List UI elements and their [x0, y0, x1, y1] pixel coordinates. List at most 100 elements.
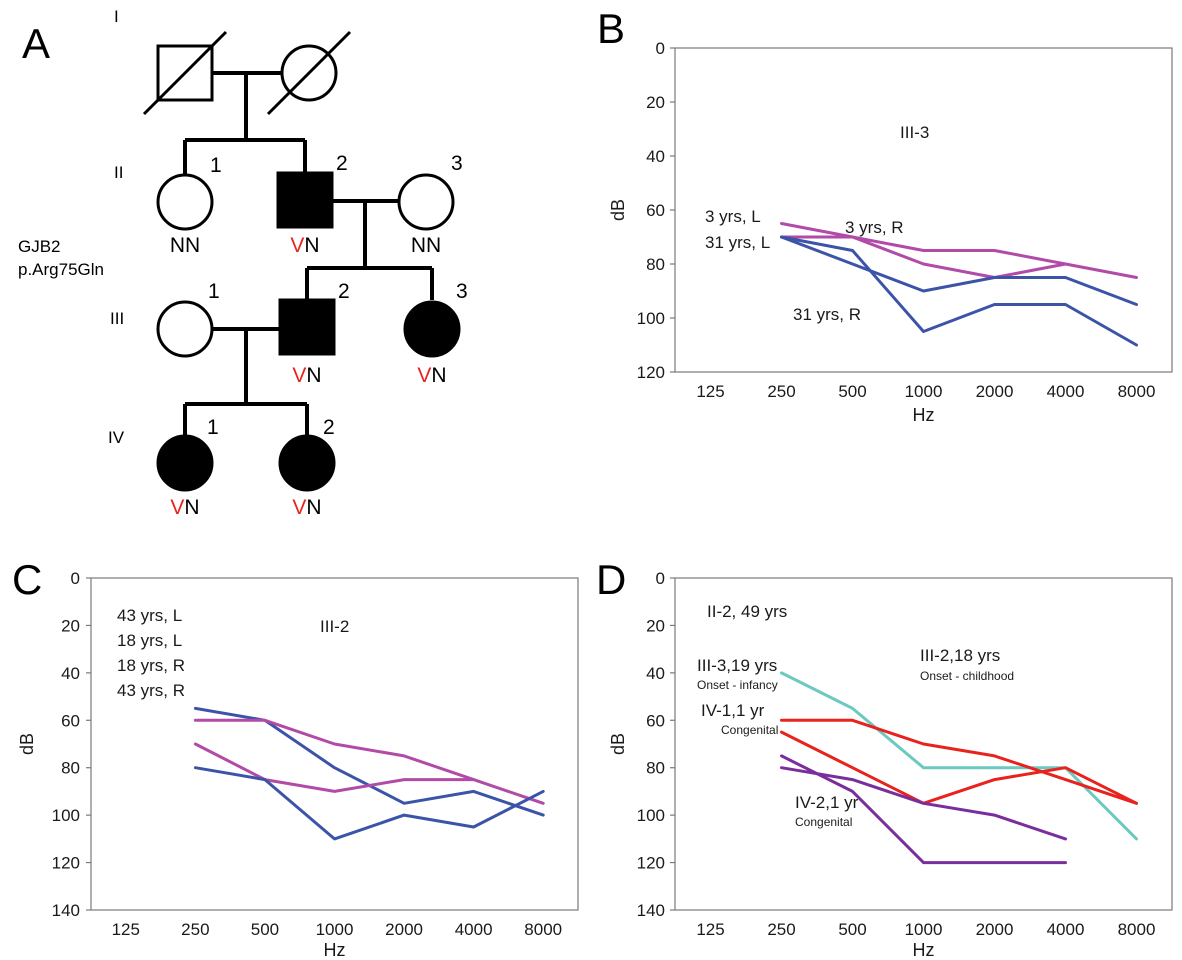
y-axis-title: dB	[17, 733, 37, 755]
generation-label-i: I	[114, 7, 119, 26]
panel-letter-b: B	[597, 5, 625, 52]
genotype-label: VN	[170, 496, 199, 519]
panel-b: B 0 20 40 60 80 100 120 125 250 500 1000 2000 4000 80…	[597, 5, 1173, 425]
series-line	[193, 766, 545, 841]
y-tick-label: 20	[61, 616, 80, 635]
plot-frame	[674, 577, 1173, 911]
series-annotation: IV-1,1 yr	[701, 701, 765, 720]
variant-allele: V	[290, 234, 304, 257]
series-annotation: 31 yrs, L	[705, 233, 770, 252]
x-tick-label: 1000	[316, 920, 354, 939]
genotype-label: NN	[411, 234, 441, 257]
x-axis-title: Hz	[913, 940, 935, 960]
variant-label: p.Arg75Gln	[18, 260, 104, 279]
panel-letter-c: C	[12, 556, 42, 603]
x-tick-label: 500	[251, 920, 279, 939]
normal-allele: N	[306, 496, 321, 519]
x-tick-label: 2000	[976, 382, 1014, 401]
pedigree-female-affected	[156, 434, 214, 492]
series-line	[780, 235, 1138, 347]
y-tick-label: 120	[637, 363, 665, 382]
chart-title: III-2	[320, 617, 349, 636]
series-annotation: 43 yrs, R	[117, 681, 185, 700]
series-annotation: IV-2,1 yr	[795, 793, 859, 812]
member-number: 2	[323, 416, 335, 439]
genotype-label: VN	[292, 496, 321, 519]
x-tick-label: 500	[838, 382, 866, 401]
pedigree-lines	[183, 71, 434, 435]
y-tick-label: 40	[61, 664, 80, 683]
panel-letter-d: D	[596, 556, 626, 603]
variant-allele: V	[417, 364, 431, 387]
pedigree-female-unaffected	[156, 300, 214, 358]
y-tick-label: 0	[656, 569, 665, 588]
variant-allele: V	[292, 496, 306, 519]
y-tick-label: 60	[61, 711, 80, 730]
y-tick-label: 60	[646, 711, 665, 730]
x-tick-label: 2000	[385, 920, 423, 939]
genotype-label: VN	[292, 364, 321, 387]
chart-title: III-3	[900, 123, 929, 142]
x-tick-label: 2000	[976, 920, 1014, 939]
pedigree-female-affected	[278, 434, 336, 492]
series-line	[780, 730, 1138, 805]
x-axis-title: Hz	[324, 940, 346, 960]
series-line	[780, 671, 1138, 841]
series-annotation: Congenital	[721, 723, 778, 737]
x-tick-label: 8000	[1118, 920, 1156, 939]
panel-c: C 0 20 40 60 80 100 120 140 125 250 500 1000 2000 400…	[12, 556, 579, 960]
y-tick-label: 140	[637, 901, 665, 920]
series-annotation: Onset - infancy	[697, 678, 778, 692]
series-line	[193, 742, 476, 793]
y-axis-title: dB	[608, 199, 628, 221]
x-tick-label: 4000	[1047, 382, 1085, 401]
variant-allele: V	[170, 496, 184, 519]
series-line	[780, 766, 1067, 841]
series-annotation: 3 yrs, L	[705, 207, 761, 226]
x-tick-label: 500	[838, 920, 866, 939]
normal-allele: N	[304, 234, 319, 257]
member-number: 3	[456, 280, 468, 303]
y-tick-label: 100	[637, 309, 665, 328]
deceased-slash	[142, 30, 228, 116]
y-tick-label: 80	[61, 759, 80, 778]
y-tick-label: 0	[71, 569, 80, 588]
y-axis-title: dB	[608, 733, 628, 755]
deceased-slash	[266, 30, 352, 116]
pedigree-female-unaffected	[156, 173, 214, 231]
generation-label-ii: II	[114, 163, 123, 182]
y-tick-label: 120	[52, 854, 80, 873]
y-tick-label: 100	[52, 806, 80, 825]
series-line	[780, 718, 1138, 805]
normal-allele: N	[306, 364, 321, 387]
y-tick-label: 60	[646, 201, 665, 220]
normal-allele: N	[431, 364, 446, 387]
audiogram-chart-c: 0 20 40 60 80 100 120 140 125 250 500 1000 2000 4000 8…	[17, 569, 579, 960]
x-tick-label: 125	[112, 920, 140, 939]
gene-label: GJB2	[18, 237, 61, 256]
member-number: 3	[451, 152, 463, 175]
pedigree-male-affected	[276, 171, 334, 229]
x-axis-title: Hz	[913, 405, 935, 425]
member-number: 1	[210, 154, 222, 177]
series-line	[780, 222, 1138, 279]
x-tick-label: 1000	[905, 382, 943, 401]
panel-a: A I II III IV GJB2 p.Arg75Gln	[18, 7, 468, 519]
genotype-label: VN	[290, 234, 319, 257]
series-line	[193, 718, 545, 805]
panel-d: D 0 20 40 60 80 100 120 140 125 250 500 1000 2000 400…	[596, 556, 1173, 960]
y-tick-label: 20	[646, 616, 665, 635]
y-tick-label: 80	[646, 759, 665, 778]
x-tick-label: 250	[181, 920, 209, 939]
plot-frame	[90, 577, 579, 911]
series-annotation: III-3,19 yrs	[697, 656, 777, 675]
series-annotation: III-2,18 yrs	[920, 646, 1000, 665]
series-annotation: II-2, 49 yrs	[707, 602, 787, 621]
y-tick-label: 100	[637, 806, 665, 825]
y-tick-label: 40	[646, 147, 665, 166]
generation-label-iii: III	[110, 309, 124, 328]
series-line	[193, 706, 545, 817]
pedigree-male-affected	[278, 298, 336, 356]
series-annotation: Congenital	[795, 815, 852, 829]
